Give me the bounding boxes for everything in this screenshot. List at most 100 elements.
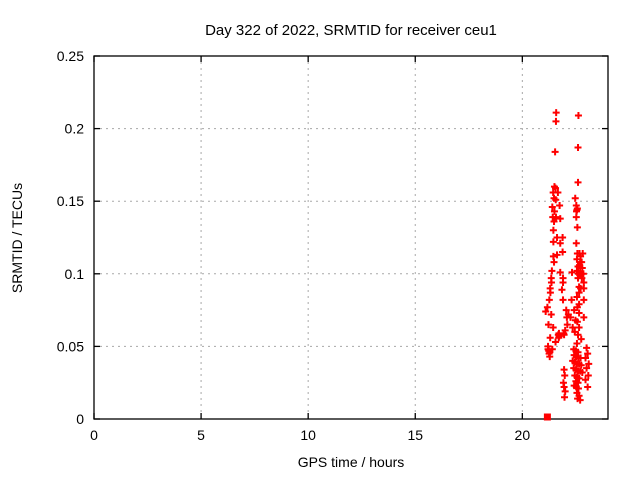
data-point-plus	[551, 148, 559, 156]
data-point-plus	[552, 338, 560, 346]
data-point-plus	[553, 251, 561, 259]
data-point-plus	[580, 313, 588, 321]
x-tick-label: 5	[197, 427, 205, 443]
data-point-plus	[568, 296, 576, 304]
data-point-plus	[574, 331, 582, 339]
data-point-plus	[572, 213, 580, 221]
data-point-plus	[582, 354, 590, 362]
data-point-plus	[556, 268, 564, 276]
data-point-plus	[547, 310, 555, 318]
data-point-plus	[575, 309, 583, 317]
x-tick-labels: 0 5 10 15 20	[90, 427, 530, 443]
data-point-plus	[574, 385, 582, 393]
data-point-plus	[583, 364, 591, 372]
data-point-plus	[560, 331, 568, 339]
data-point-plus	[556, 239, 564, 247]
data-point-plus	[549, 226, 557, 234]
data-point-plus	[568, 268, 576, 276]
data-point-plus	[559, 296, 567, 304]
data-point-plus	[546, 289, 554, 297]
data-point-plus	[543, 303, 551, 311]
data-point-plus	[563, 321, 571, 329]
data-point-plus	[547, 279, 555, 287]
data-point-plus	[561, 393, 569, 401]
data-point-plus	[544, 321, 552, 329]
data-point-plus	[573, 318, 581, 326]
y-tick-label: 0	[76, 411, 84, 427]
data-point-plus	[567, 313, 575, 321]
data-point-plus	[574, 143, 582, 151]
data-point-plus	[559, 234, 567, 241]
data-point-plus	[573, 293, 581, 301]
y-tick-label: 0.1	[65, 266, 85, 282]
data-point-plus	[573, 303, 581, 311]
data-point-plus	[552, 109, 560, 117]
data-point-plus	[561, 326, 569, 334]
data-point-plus	[574, 178, 582, 186]
data-point-plus	[575, 324, 583, 332]
y-tick-label: 0.2	[65, 121, 85, 137]
axis-ticks	[93, 55, 608, 420]
data-point-plus	[577, 335, 585, 343]
data-point-plus	[578, 369, 586, 377]
plot-border	[93, 55, 609, 420]
data-point-plus	[556, 215, 564, 223]
data-point-plus	[579, 270, 587, 278]
data-points	[542, 109, 593, 421]
data-point-plus	[575, 289, 583, 297]
data-point-plus	[576, 396, 584, 404]
data-point-plus	[550, 258, 558, 266]
data-point-plus	[542, 308, 550, 316]
data-point-plus	[573, 223, 581, 231]
x-tick-label: 10	[300, 427, 316, 443]
data-point-plus	[572, 239, 580, 247]
data-point-plus	[579, 249, 587, 257]
data-point-plus	[580, 296, 588, 304]
data-point-plus	[550, 218, 558, 226]
data-point-plus	[574, 112, 582, 120]
y-tick-label: 0.25	[57, 48, 84, 64]
data-point-plus	[552, 184, 560, 192]
data-point-plus	[582, 376, 590, 384]
data-point-plus	[576, 258, 584, 266]
data-point-plus	[577, 361, 585, 369]
x-tick-label: 15	[407, 427, 423, 443]
data-point-plus	[573, 206, 581, 214]
x-axis-label: GPS time / hours	[298, 454, 405, 470]
data-point-zero-square	[543, 413, 551, 421]
data-point-plus	[560, 383, 568, 391]
data-point-plus	[552, 117, 560, 125]
data-point-plus	[558, 286, 566, 294]
data-point-plus	[552, 213, 560, 221]
data-point-plus	[550, 207, 558, 215]
data-point-plus	[556, 202, 564, 210]
data-point-plus	[580, 284, 588, 292]
data-point-plus	[549, 238, 557, 246]
data-point-plus	[578, 274, 586, 282]
data-point-plus	[562, 306, 570, 314]
x-tick-label: 0	[90, 427, 98, 443]
chart-title: Day 322 of 2022, SRMTID for receiver ceu…	[205, 22, 497, 39]
data-point-plus	[573, 339, 581, 347]
data-point-plus	[546, 334, 554, 342]
data-point-plus	[545, 296, 553, 304]
data-point-plus	[585, 360, 593, 368]
data-point-plus	[584, 383, 592, 391]
data-point-plus	[559, 248, 567, 256]
data-point-plus	[578, 264, 586, 272]
data-point-plus	[549, 324, 557, 332]
y-axis-label: SRMTID / TECUs	[9, 183, 25, 293]
data-point-plus	[569, 324, 577, 332]
data-point-plus	[552, 196, 560, 204]
data-point-plus	[561, 371, 569, 379]
data-point-plus	[548, 203, 556, 211]
data-point-plus	[554, 188, 562, 196]
y-tick-label: 0.05	[57, 338, 84, 354]
data-point-plus	[584, 371, 592, 379]
x-tick-label: 20	[515, 427, 531, 443]
y-tick-labels: 0 0.05 0.1 0.15 0.2 0.25	[57, 48, 84, 427]
data-point-plus	[546, 353, 554, 361]
data-point-plus	[574, 263, 582, 271]
data-point-plus	[548, 267, 556, 275]
